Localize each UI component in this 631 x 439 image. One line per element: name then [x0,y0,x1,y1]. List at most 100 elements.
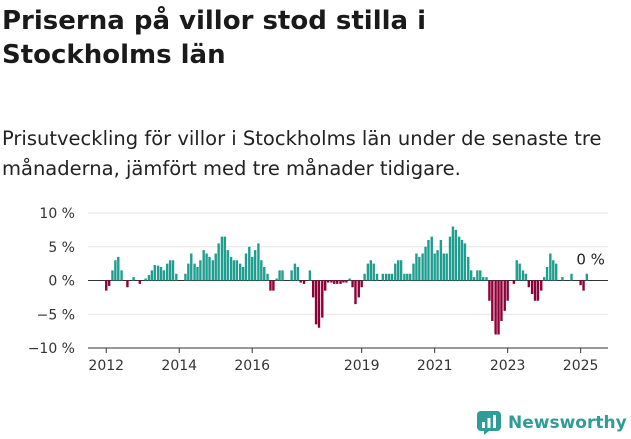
bar [199,260,202,281]
bar [345,280,348,283]
bar [132,277,135,281]
bar [299,280,302,283]
bar [476,270,479,281]
bar [336,280,339,284]
bar [317,280,321,328]
bars [105,226,589,335]
bar [220,236,224,281]
x-tick-label: 2016 [234,358,270,374]
bar [540,280,543,291]
bar [290,270,293,281]
bar [272,280,275,291]
bar [308,270,312,281]
x-tick-label: 2021 [417,358,453,374]
bar [120,270,123,281]
bar [147,275,151,281]
bar [193,263,196,281]
bar [512,280,516,284]
bar [330,280,333,283]
bar [202,250,205,281]
bar [421,253,424,281]
bar [536,280,540,301]
bar [266,273,269,281]
bar [263,267,266,281]
bar [542,277,546,281]
y-tick-label: 5 % [48,240,75,256]
bar [217,243,220,281]
bar [111,270,114,281]
bar [244,253,248,281]
bar [342,280,345,283]
bar [366,263,370,281]
bar [579,280,582,286]
bar [150,270,154,281]
bar [275,278,278,281]
bar [296,267,300,281]
bar [229,256,233,281]
bar [333,280,336,284]
bar [439,240,443,281]
bar [211,260,214,281]
bar [260,260,263,281]
bar [360,280,363,288]
bar [479,270,482,281]
bar [445,253,448,281]
bar [384,273,388,281]
bar [372,263,375,281]
bar [251,256,254,281]
x-tick-label: 2019 [344,358,380,374]
x-tick-label: 2025 [563,358,599,374]
bar [156,265,160,281]
bar [524,273,528,281]
bar [430,236,433,281]
bar [451,226,455,281]
y-tick-label: −5 % [37,307,75,323]
bar [406,273,409,281]
bar [369,260,373,281]
bar [469,270,473,281]
bar [187,263,190,281]
bar [144,278,147,281]
bar [427,240,430,281]
bar [521,270,525,281]
bar [241,267,245,281]
bar [302,280,306,284]
bar [396,260,400,281]
bar [415,253,418,281]
bar [488,280,491,301]
chart-title: Priserna på villor stod stilla i Stockho… [2,6,427,70]
bar [323,280,327,291]
bar [403,273,406,281]
x-tick-label: 2014 [161,358,197,374]
bar [454,229,458,281]
bar [467,256,470,281]
bar-chart: −10 % −5 % 0 % 5 % 10 % 2012 2014 2016 2019 2021… [28,206,608,374]
bar [457,236,461,281]
bar [253,250,257,281]
bar [506,280,509,301]
bar [190,253,193,281]
bar [357,280,360,298]
bar [269,280,272,291]
y-tick-label: −10 % [28,341,75,357]
bar [162,270,166,281]
bar [223,236,227,281]
bar [460,240,464,281]
bar [171,260,175,281]
bar [585,273,589,281]
bar [278,270,281,281]
bar [257,243,260,281]
bar [561,277,564,281]
bar [552,260,555,281]
bar [424,246,427,281]
brand-name: Newsworthy [508,413,627,433]
bar [412,263,415,281]
bar [554,263,558,281]
bar [354,280,357,305]
bar [293,263,297,281]
bar [281,270,284,281]
bar [527,280,531,288]
bar [117,256,120,281]
bar [497,280,500,335]
bar [491,280,494,321]
